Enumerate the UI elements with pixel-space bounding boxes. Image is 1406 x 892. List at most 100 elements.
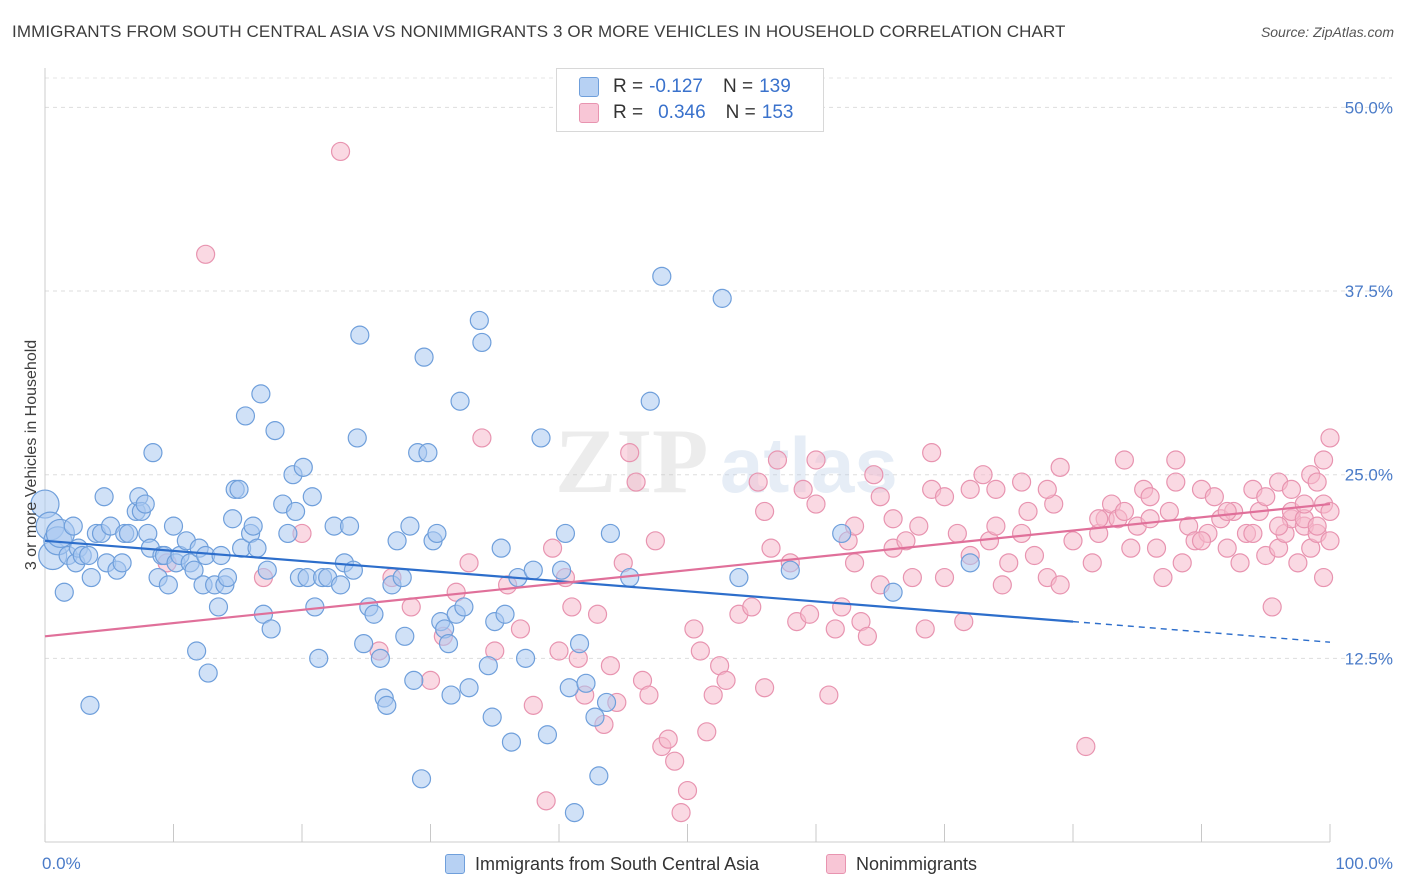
- data-point-nonimmigrants: [1159, 501, 1179, 522]
- data-point-nonimmigrants: [1294, 494, 1314, 514]
- data-point-nonimmigrants: [825, 619, 845, 639]
- data-point-immigrants: [163, 516, 184, 536]
- data-point-nonimmigrants: [1018, 501, 1038, 522]
- data-point-nonimmigrants: [857, 626, 878, 646]
- data-point-immigrants: [576, 673, 596, 693]
- data-point-immigrants: [243, 516, 263, 536]
- data-point-immigrants: [350, 325, 370, 345]
- trend-line-nonimmigrants: [44, 502, 1331, 638]
- data-point-immigrants: [118, 523, 139, 544]
- data-point-nonimmigrants: [665, 751, 685, 771]
- data-point-immigrants: [459, 678, 479, 698]
- data-point-nonimmigrants: [690, 641, 710, 661]
- y-axis-label: 3 or more Vehicles in Household: [23, 340, 40, 570]
- data-point-immigrants: [559, 678, 579, 698]
- data-point-immigrants: [712, 288, 732, 308]
- data-point-immigrants: [198, 663, 218, 683]
- data-point-immigrants: [208, 597, 229, 617]
- data-point-nonimmigrants: [1217, 501, 1237, 522]
- y-tick-label: 12.5%: [1345, 649, 1393, 668]
- data-point-nonimmigrants: [870, 487, 890, 507]
- data-point-immigrants: [564, 803, 585, 823]
- data-point-nonimmigrants: [896, 531, 916, 551]
- legend-n-value: 139: [759, 76, 791, 97]
- data-point-nonimmigrants: [915, 619, 935, 639]
- data-point-nonimmigrants: [934, 487, 955, 507]
- data-point-immigrants: [418, 443, 438, 463]
- data-point-nonimmigrants: [1076, 736, 1096, 757]
- data-point-immigrants: [80, 695, 100, 715]
- y-tick-label: 25.0%: [1345, 466, 1393, 485]
- data-point-nonimmigrants: [703, 685, 723, 705]
- data-point-nonimmigrants: [1121, 538, 1141, 558]
- data-point-nonimmigrants: [1114, 450, 1135, 470]
- data-point-nonimmigrants: [864, 465, 884, 485]
- data-point-immigrants: [257, 560, 277, 580]
- data-point-immigrants: [729, 567, 749, 588]
- legend-row-immigrants: R = -0.127 N = 139: [579, 75, 791, 99]
- data-point-nonimmigrants: [1146, 538, 1167, 558]
- data-point-nonimmigrants: [1082, 553, 1102, 573]
- data-point-immigrants: [438, 634, 459, 654]
- legend-r-label: R =: [613, 76, 644, 97]
- data-point-immigrants: [569, 634, 590, 654]
- data-point-nonimmigrants: [754, 678, 775, 698]
- data-point-immigrants: [523, 560, 543, 580]
- data-point-nonimmigrants: [1243, 523, 1263, 544]
- data-point-immigrants: [491, 538, 511, 558]
- data-point-nonimmigrants: [1172, 553, 1192, 573]
- data-point-nonimmigrants: [1307, 516, 1327, 536]
- data-point-immigrants: [537, 725, 558, 745]
- data-point-nonimmigrants: [1114, 501, 1135, 522]
- data-point-immigrants: [229, 479, 249, 499]
- data-point-nonimmigrants: [793, 479, 813, 499]
- data-point-nonimmigrants: [196, 244, 216, 264]
- data-point-immigrants: [285, 501, 306, 522]
- data-point-immigrants: [339, 516, 360, 536]
- data-point-immigrants: [472, 332, 492, 353]
- data-point-nonimmigrants: [1320, 501, 1340, 522]
- bottom-legend-swatch-pink: [826, 854, 846, 874]
- data-point-nonimmigrants: [626, 472, 646, 492]
- data-point-immigrants: [960, 553, 980, 573]
- data-point-immigrants: [392, 567, 412, 588]
- data-point-immigrants: [261, 619, 281, 639]
- data-point-nonimmigrants: [1153, 567, 1173, 588]
- data-point-immigrants: [94, 487, 114, 507]
- data-point-immigrants: [293, 457, 313, 477]
- trend-line-immigrants: [44, 539, 1074, 623]
- data-point-immigrants: [495, 604, 515, 624]
- data-point-nonimmigrants: [909, 516, 929, 536]
- data-point-nonimmigrants: [806, 494, 826, 514]
- data-point-nonimmigrants: [1307, 472, 1327, 492]
- data-point-nonimmigrants: [1313, 567, 1334, 588]
- data-point-nonimmigrants: [1217, 538, 1237, 558]
- data-point-nonimmigrants: [684, 619, 704, 639]
- data-point-immigrants: [454, 597, 474, 617]
- data-point-immigrants: [414, 347, 434, 367]
- data-point-immigrants: [81, 567, 101, 588]
- data-point-immigrants: [400, 516, 420, 536]
- bottom-legend-nonimmigrants: Nonimmigrants: [826, 852, 977, 876]
- data-point-nonimmigrants: [902, 567, 922, 588]
- data-point-immigrants: [143, 443, 163, 463]
- data-point-nonimmigrants: [1281, 479, 1302, 499]
- data-point-immigrants: [585, 707, 605, 727]
- source-label: Source: ZipAtlas.com: [1260, 24, 1394, 40]
- data-point-immigrants: [555, 523, 576, 544]
- x-tick-label-max: 100.0%: [1335, 854, 1393, 873]
- data-point-immigrants: [640, 391, 660, 411]
- data-point-nonimmigrants: [1140, 509, 1160, 529]
- data-point-immigrants: [589, 766, 609, 786]
- data-point-nonimmigrants: [992, 575, 1012, 595]
- data-point-nonimmigrants: [1166, 450, 1186, 470]
- data-point-immigrants: [135, 494, 155, 514]
- legend-row-nonimmigrants: R = 0.346 N = 153: [579, 101, 793, 125]
- data-point-nonimmigrants: [1166, 472, 1186, 492]
- data-point-nonimmigrants: [510, 619, 531, 639]
- data-point-immigrants: [404, 670, 424, 690]
- x-tick-label-min: 0.0%: [42, 854, 81, 873]
- data-point-immigrants: [441, 685, 461, 705]
- legend-n-label: N =: [722, 76, 754, 97]
- data-point-immigrants: [501, 732, 522, 752]
